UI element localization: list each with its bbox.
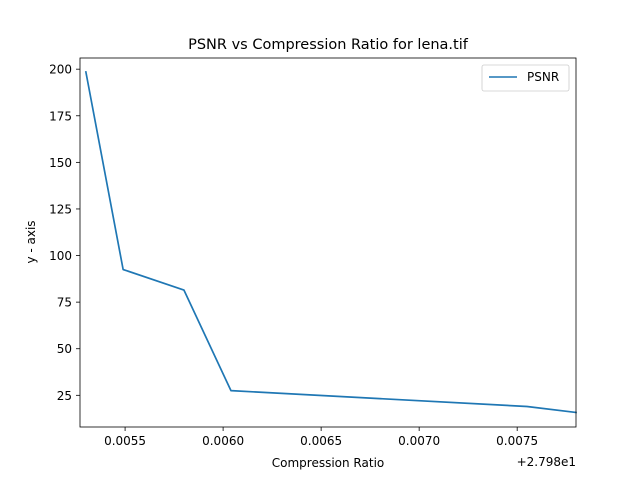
y-axis-label: y - axis xyxy=(24,220,38,263)
x-axis-ticks: 0.0055 0.0060 0.0065 0.0070 0.0075 xyxy=(104,427,538,448)
y-axis-ticks: 25 50 75 100 125 150 175 200 xyxy=(49,63,80,403)
chart-title: PSNR vs Compression Ratio for lena.tif xyxy=(188,37,469,53)
x-tick-label: 0.0070 xyxy=(398,434,440,448)
y-tick-label: 200 xyxy=(49,63,72,77)
x-tick-label: 0.0060 xyxy=(202,434,244,448)
y-tick-label: 150 xyxy=(49,156,72,170)
y-tick-label: 100 xyxy=(49,249,72,263)
y-tick-label: 125 xyxy=(49,202,72,216)
series-line-psnr xyxy=(84,70,577,414)
x-axis-label: Compression Ratio xyxy=(272,456,385,470)
legend-box xyxy=(481,64,570,92)
legend: PSNR xyxy=(481,64,570,92)
x-tick-label: 0.0075 xyxy=(496,434,538,448)
legend-label: PSNR xyxy=(527,70,559,84)
plot-lines xyxy=(84,70,577,414)
plot-area-frame xyxy=(79,57,577,428)
y-tick-label: 175 xyxy=(49,109,72,123)
x-axis-offset-label: +2.798e1 xyxy=(517,455,576,469)
y-tick-label: 75 xyxy=(57,296,72,310)
x-tick-label: 0.0055 xyxy=(104,434,146,448)
y-tick-label: 50 xyxy=(57,342,72,356)
y-tick-label: 25 xyxy=(57,389,72,403)
x-tick-label: 0.0065 xyxy=(300,434,342,448)
